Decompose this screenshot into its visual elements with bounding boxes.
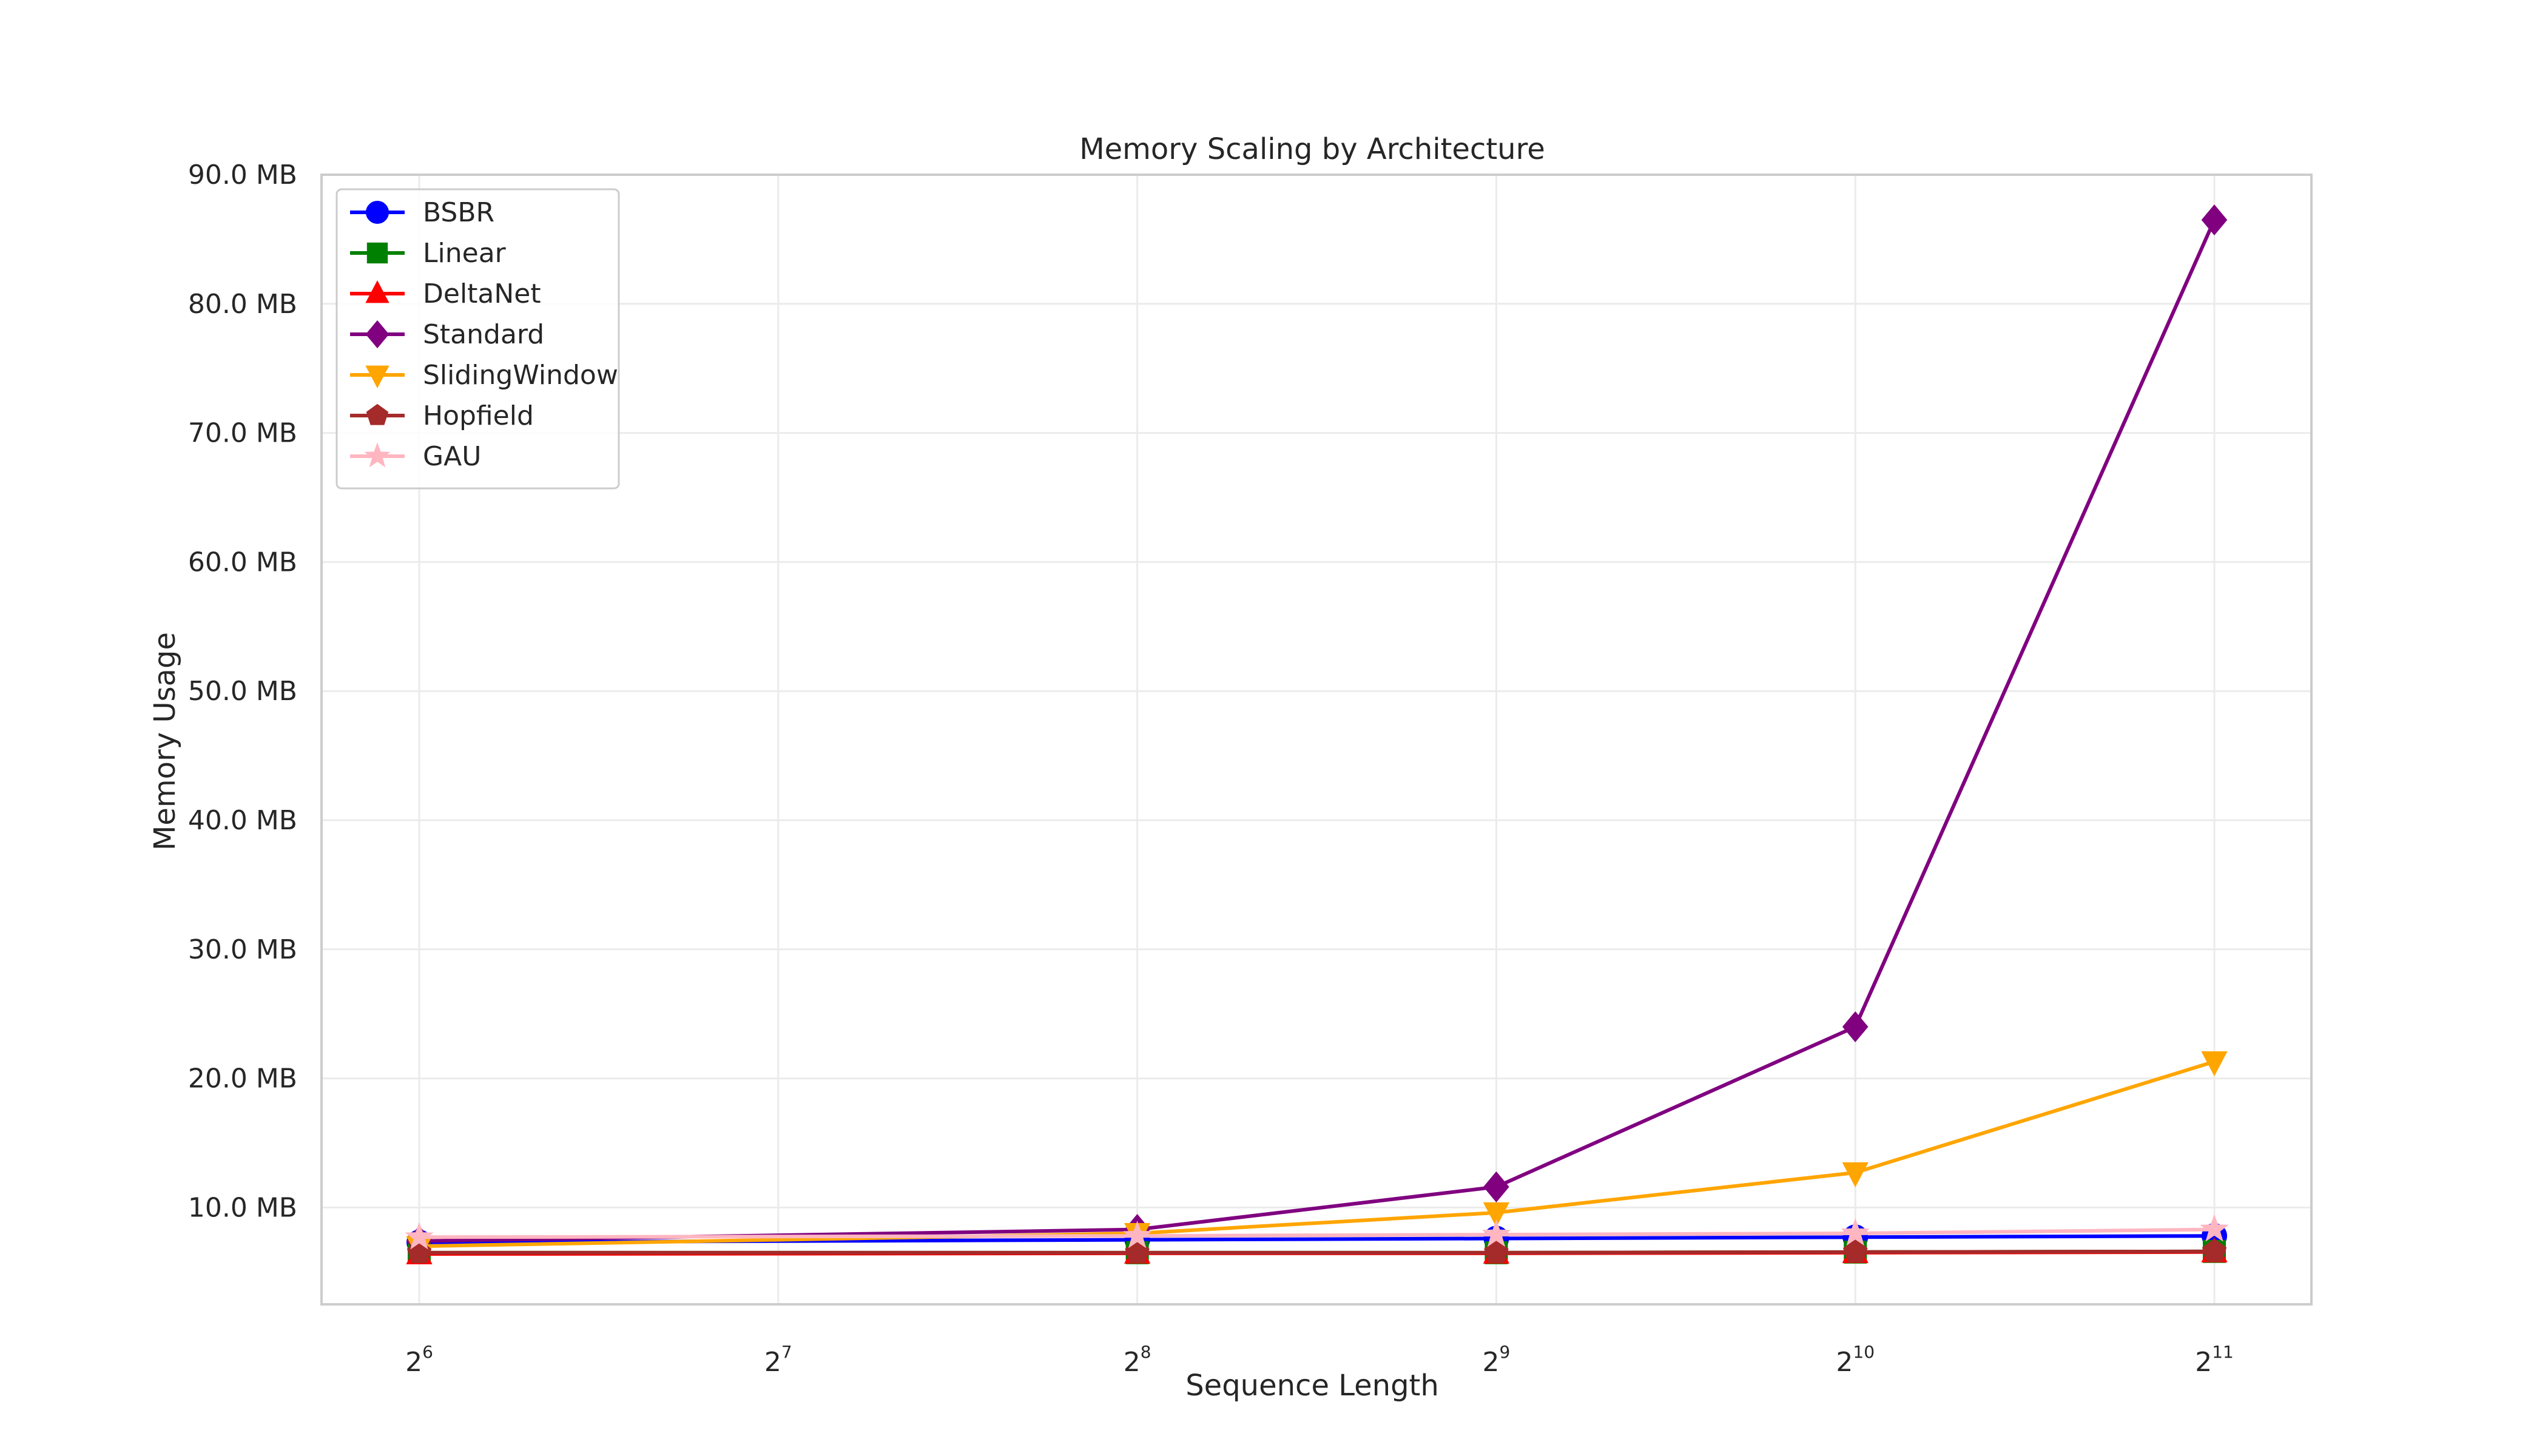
legend-marker [364,442,391,468]
y-tick-label: 40.0 MB [188,805,297,836]
data-point-hopfield [1843,1239,1868,1262]
legend-entry-linear: Linear [350,238,507,269]
data-point-slidingwindow [2201,1051,2228,1077]
data-point-gau [2200,1214,2229,1242]
x-axis-ticks: 26 27 28 29 210 211 [405,1342,2234,1378]
x-tick-label: 29 [1483,1342,1511,1378]
legend-entry-gau: GAU [350,441,481,472]
y-tick-label: 60.0 MB [188,547,297,578]
data-point-standard [2201,204,2228,236]
y-tick-label: 70.0 MB [188,418,297,449]
series-hopfield [406,1238,2227,1264]
y-tick-label: 10.0 MB [188,1192,297,1223]
data-point-gau [1481,1219,1511,1247]
series-layer [405,204,2229,1264]
legend-entry-hopfield: Hopfield [350,400,534,431]
series-line-hopfield [419,1249,2215,1255]
data-point-hopfield [2202,1238,2227,1262]
data-point-gau [1841,1218,1870,1246]
data-point-hopfield [1484,1239,1509,1264]
legend-marker [366,403,389,425]
plot-area [322,175,2311,1304]
legend-entry-standard: Standard [350,319,544,350]
legend-label: GAU [423,441,481,472]
legend: BSBR Linear DeltaNet Standard SlidingWindow H… [335,188,620,490]
legend-label: Linear [423,238,507,269]
y-tick-label: 80.0 MB [188,289,297,320]
y-tick-label: 50.0 MB [188,676,297,707]
legend-box [335,188,620,490]
x-tick-label: 210 [1836,1342,1875,1378]
chart-title: Memory Scaling by Architecture [1079,132,1545,166]
legend-label: Standard [423,319,544,350]
x-tick-label: 26 [405,1342,433,1378]
y-tick-label: 30.0 MB [188,934,297,965]
x-axis-label: Sequence Length [1185,1369,1439,1403]
data-point-slidingwindow [1842,1162,1869,1188]
data-point-standard [1842,1011,1869,1043]
y-tick-label: 20.0 MB [188,1063,297,1094]
y-axis-label: Memory Usage [148,632,182,851]
x-tick-label: 211 [2195,1342,2234,1378]
legend-entry-bsbr: BSBR [350,197,494,228]
legend-entry-slidingwindow: SlidingWindow [350,360,618,391]
data-point-gau [1122,1221,1152,1249]
data-point-hopfield [1125,1239,1150,1264]
y-axis-ticks: 10.0 MB 20.0 MB 30.0 MB 40.0 MB 50.0 MB 60.0 … [188,160,297,1223]
legend-label: Hopfield [423,400,534,431]
legend-label: SlidingWindow [423,360,618,391]
legend-marker [366,242,388,264]
data-point-standard [1483,1171,1509,1202]
y-tick-label: 90.0 MB [188,160,297,190]
legend-marker [365,280,389,303]
data-point-slidingwindow [1483,1202,1510,1228]
legend-entry-deltanet: DeltaNet [350,278,541,309]
legend-marker [366,201,389,224]
legend-label: BSBR [423,197,494,228]
legend-marker [365,320,389,349]
x-tick-label: 27 [764,1342,792,1378]
x-tick-label: 28 [1124,1342,1151,1378]
plot-frame [320,174,2313,1306]
legend-marker [365,365,389,388]
data-point-gau [405,1222,434,1250]
series-gau [405,1214,2229,1250]
legend-label: DeltaNet [423,278,541,309]
